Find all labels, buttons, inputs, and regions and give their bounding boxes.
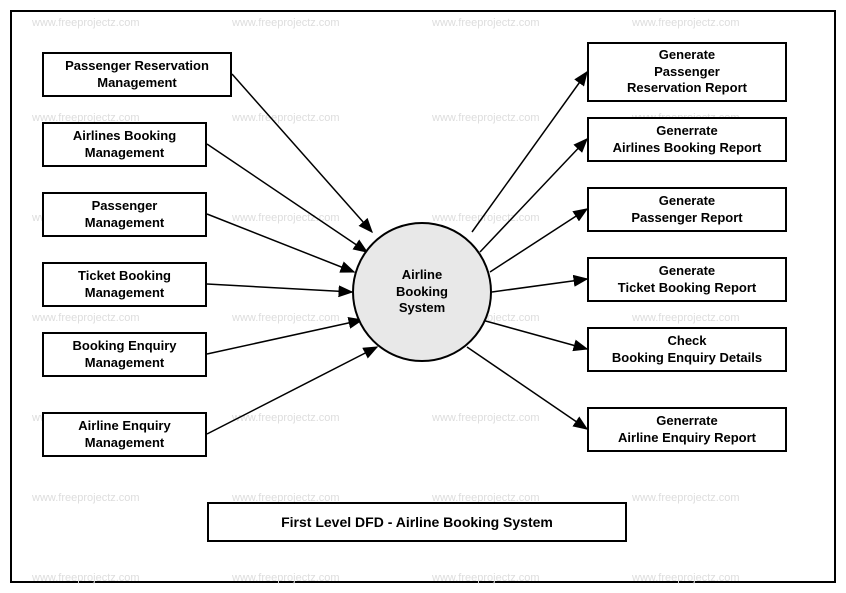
output-box-3: GenerateTicket Booking Report bbox=[587, 257, 787, 302]
output-box-5: GenerrateAirline Enquiry Report bbox=[587, 407, 787, 452]
output-box-4: CheckBooking Enquiry Details bbox=[587, 327, 787, 372]
output-box-2: GeneratePassenger Report bbox=[587, 187, 787, 232]
diagram-title: First Level DFD - Airline Booking System bbox=[207, 502, 627, 542]
input-box-3: Ticket BookingManagement bbox=[42, 262, 207, 307]
input-box-4: Booking EnquiryManagement bbox=[42, 332, 207, 377]
diagram-container: www.freeprojectz.comwww.freeprojectz.com… bbox=[10, 10, 836, 583]
input-box-1: Airlines BookingManagement bbox=[42, 122, 207, 167]
output-box-0: GeneratePassengerReservation Report bbox=[587, 42, 787, 102]
center-process: AirlineBookingSystem bbox=[352, 222, 492, 362]
input-box-2: PassengerManagement bbox=[42, 192, 207, 237]
output-box-1: GenerrateAirlines Booking Report bbox=[587, 117, 787, 162]
input-box-5: Airline EnquiryManagement bbox=[42, 412, 207, 457]
input-box-0: Passenger ReservationManagement bbox=[42, 52, 232, 97]
